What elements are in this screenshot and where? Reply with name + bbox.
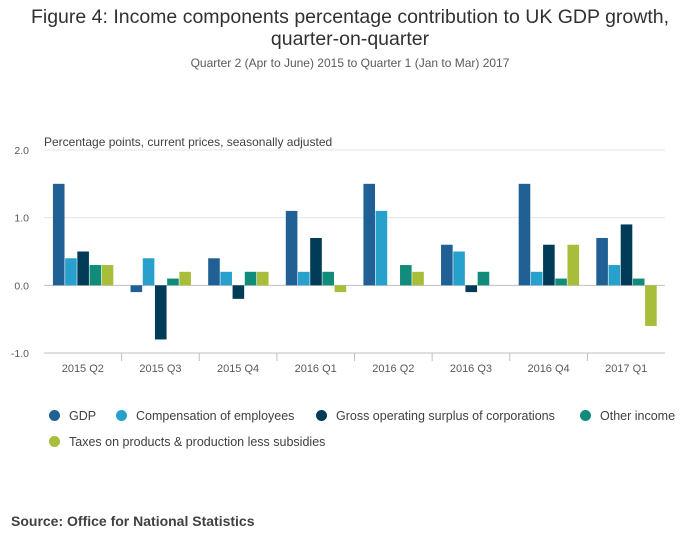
x-tick-label: 2015 Q3 — [139, 363, 181, 375]
bar-gross-operating-surplus-of-corporations-2015-q3 — [154, 285, 167, 340]
legend-item[interactable]: GDP — [49, 409, 96, 423]
bar-other-income-2016-q3 — [477, 271, 490, 286]
bar-gross-operating-surplus-of-corporations-2015-q4 — [232, 285, 245, 299]
source-note: Source: Office for National Statistics — [11, 513, 255, 529]
bar-other-income-2016-q2 — [400, 265, 412, 286]
legend-swatch — [49, 436, 60, 448]
bar-other-income-2017-q1 — [632, 278, 645, 286]
x-tick-label: 2016 Q4 — [527, 363, 569, 375]
bar-gross-operating-surplus-of-corporations-2015-q2 — [77, 251, 89, 286]
bar-other-income-2015-q2 — [89, 265, 102, 286]
bar-compensation-of-employees-2015-q2 — [65, 258, 77, 286]
x-tick-label: 2015 Q2 — [62, 363, 104, 375]
bar-taxes-on-products-production-less-subsidies-2016-q4 — [567, 244, 580, 286]
bar-other-income-2015-q4 — [244, 271, 257, 286]
bar-compensation-of-employees-2016-q2 — [375, 210, 388, 286]
bar-gross-operating-surplus-of-corporations-2016-q4 — [543, 244, 555, 286]
x-tick-label: 2016 Q1 — [295, 363, 337, 375]
bar-gdp-2017-q1 — [596, 237, 608, 286]
bar-gdp-2016-q4 — [518, 183, 531, 286]
chart-title-line-1: Figure 4: Income components percentage c… — [30, 6, 670, 28]
bar-compensation-of-employees-2017-q1 — [608, 265, 621, 286]
x-tick-label: 2015 Q4 — [217, 363, 259, 375]
legend-label: Compensation of employees — [136, 409, 295, 423]
legend-swatch — [116, 410, 127, 422]
legend-item[interactable]: Taxes on products & production less subs… — [49, 435, 325, 449]
bar-taxes-on-products-production-less-subsidies-2015-q4 — [256, 271, 269, 286]
bar-taxes-on-products-production-less-subsidies-2015-q2 — [101, 265, 114, 286]
bar-compensation-of-employees-2015-q3 — [142, 258, 155, 286]
bar-taxes-on-products-production-less-subsidies-2015-q3 — [179, 271, 191, 286]
legend-item[interactable]: Compensation of employees — [116, 409, 294, 423]
bar-taxes-on-products-production-less-subsidies-2016-q1 — [334, 285, 347, 293]
legend-label: GDP — [69, 409, 97, 423]
chart-title-line-2: quarter-on-quarter — [270, 28, 430, 50]
bar-other-income-2015-q3 — [167, 278, 179, 286]
bar-gross-operating-surplus-of-corporations-2016-q1 — [310, 237, 322, 286]
legend-label: Taxes on products & production less subs… — [69, 435, 326, 449]
bar-other-income-2016-q4 — [555, 278, 567, 286]
x-tick-label: 2016 Q2 — [372, 363, 414, 375]
legend-swatch — [580, 410, 591, 422]
legend-swatch — [49, 410, 60, 422]
bar-gdp-2015-q2 — [52, 183, 65, 286]
bar-compensation-of-employees-2016-q3 — [453, 251, 465, 286]
legend-label: Gross operating surplus of corporations — [336, 409, 555, 423]
bar-other-income-2016-q1 — [322, 271, 335, 286]
bar-taxes-on-products-production-less-subsidies-2017-q1 — [645, 285, 657, 326]
y-tick-label: 1.0 — [14, 213, 29, 225]
x-tick-label: 2017 Q1 — [605, 363, 647, 375]
bar-taxes-on-products-production-less-subsidies-2016-q2 — [412, 271, 424, 286]
y-axis-label: Percentage points, current prices, seaso… — [44, 135, 332, 149]
bar-compensation-of-employees-2016-q1 — [298, 271, 310, 286]
x-tick-label: 2016 Q3 — [450, 363, 492, 375]
bar-gdp-2015-q3 — [130, 285, 143, 293]
y-tick-label: -1.0 — [11, 348, 29, 360]
y-tick-label: 2.0 — [14, 145, 29, 157]
bar-compensation-of-employees-2016-q4 — [530, 271, 543, 286]
legend-swatch — [316, 410, 327, 422]
legend-item[interactable]: Other income — [580, 409, 675, 423]
chart-title: Figure 4: Income components percentage c… — [0, 6, 700, 50]
legend-item[interactable]: Gross operating surplus of corporations — [316, 409, 555, 423]
bar-gdp-2015-q4 — [208, 258, 220, 286]
bar-gdp-2016-q3 — [441, 244, 453, 286]
bar-gdp-2016-q2 — [363, 183, 376, 286]
bar-gross-operating-surplus-of-corporations-2017-q1 — [620, 224, 633, 286]
y-tick-label: 0.0 — [14, 280, 29, 292]
chart-subtitle: Quarter 2 (Apr to June) 2015 to Quarter … — [190, 56, 510, 70]
legend-label: Other income — [600, 409, 676, 423]
bar-chart: Percentage points, current prices, seaso… — [11, 135, 665, 375]
bar-gdp-2016-q1 — [285, 210, 298, 286]
bar-compensation-of-employees-2015-q4 — [220, 271, 232, 286]
bar-gross-operating-surplus-of-corporations-2016-q3 — [465, 285, 478, 293]
